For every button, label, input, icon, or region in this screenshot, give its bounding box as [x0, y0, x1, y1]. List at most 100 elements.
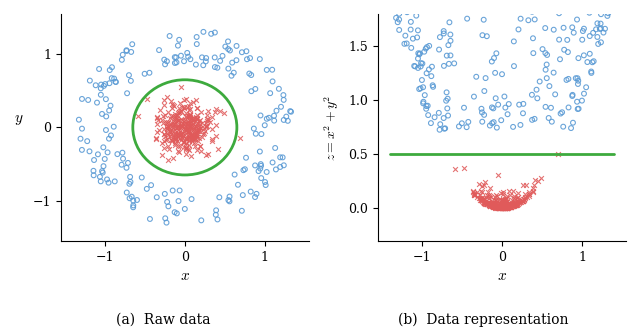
Point — [281, 114, 291, 119]
Point — [152, 115, 163, 121]
Point — [195, 117, 205, 122]
Point — [191, 116, 201, 121]
Point — [479, 201, 490, 206]
Point — [193, 138, 204, 143]
Point — [439, 63, 449, 69]
Point — [185, 114, 195, 119]
Point — [524, 17, 534, 23]
Point — [184, 123, 194, 128]
Point — [554, 11, 564, 16]
Point — [556, 111, 566, 116]
Point — [567, 93, 577, 99]
Point — [278, 92, 289, 98]
Point — [519, 196, 529, 202]
Point — [227, 73, 237, 78]
Point — [502, 205, 512, 210]
Point — [499, 206, 509, 211]
Point — [503, 205, 513, 210]
Point — [457, 121, 467, 126]
Point — [487, 201, 497, 206]
Point — [568, 120, 578, 125]
Point — [421, 103, 431, 109]
Point — [171, 55, 181, 60]
Point — [237, 192, 248, 198]
Point — [180, 151, 191, 157]
Point — [487, 120, 497, 126]
Point — [534, 79, 545, 84]
Point — [476, 189, 486, 194]
Point — [154, 127, 164, 133]
Point — [424, 43, 435, 49]
Point — [509, 202, 519, 207]
Point — [187, 132, 197, 138]
Point — [192, 120, 202, 126]
Point — [84, 149, 95, 154]
Point — [202, 118, 212, 123]
Point — [506, 204, 516, 209]
Point — [490, 205, 500, 210]
Point — [255, 166, 266, 171]
Point — [170, 122, 180, 127]
Point — [83, 97, 93, 103]
Point — [106, 103, 116, 108]
Point — [177, 131, 188, 136]
Point — [491, 204, 501, 209]
Point — [193, 127, 203, 132]
Point — [476, 197, 486, 203]
Point — [152, 129, 162, 134]
Point — [189, 120, 199, 125]
Point — [582, 59, 593, 65]
Point — [472, 189, 483, 195]
Point — [200, 124, 211, 130]
Point — [169, 116, 179, 121]
Point — [104, 108, 115, 113]
Point — [244, 71, 255, 76]
Point — [444, 43, 454, 48]
Point — [155, 108, 165, 113]
Point — [422, 45, 432, 50]
Point — [276, 104, 286, 110]
Point — [602, 13, 612, 18]
Point — [484, 192, 494, 197]
Point — [499, 205, 509, 211]
Point — [492, 125, 502, 130]
Point — [509, 203, 519, 208]
Point — [493, 204, 503, 209]
Point — [268, 79, 278, 84]
Point — [187, 136, 197, 141]
Point — [255, 149, 265, 154]
Point — [532, 96, 543, 101]
Point — [469, 94, 479, 99]
Point — [122, 48, 132, 53]
Point — [170, 127, 180, 133]
Point — [486, 204, 497, 209]
Point — [531, 87, 541, 92]
Point — [159, 97, 170, 102]
Point — [170, 54, 180, 60]
Point — [469, 191, 479, 196]
Point — [173, 149, 184, 155]
Point — [415, 51, 425, 56]
Point — [416, 60, 426, 66]
Point — [193, 120, 203, 125]
Point — [420, 92, 430, 98]
Point — [488, 106, 499, 111]
Point — [102, 150, 113, 155]
Point — [568, 30, 579, 35]
Point — [477, 198, 487, 203]
Point — [191, 115, 202, 121]
Point — [515, 16, 525, 21]
Point — [413, 28, 423, 33]
Point — [548, 27, 559, 32]
Point — [196, 120, 207, 126]
Point — [518, 198, 528, 203]
Point — [173, 128, 183, 133]
Point — [503, 204, 513, 209]
Point — [177, 131, 188, 136]
Point — [480, 200, 490, 205]
Point — [170, 130, 180, 136]
Point — [161, 123, 172, 129]
Point — [204, 151, 214, 157]
Point — [540, 50, 550, 56]
Point — [516, 199, 527, 204]
